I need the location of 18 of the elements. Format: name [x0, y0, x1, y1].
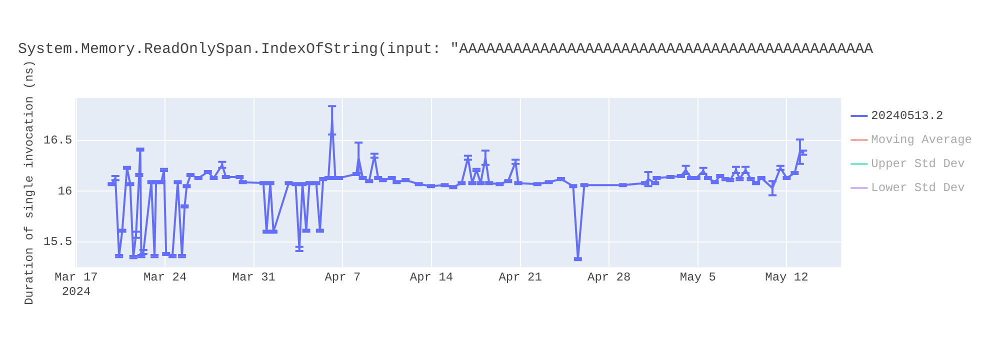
x-tick-label: May 12	[765, 270, 808, 285]
y-tick-label: 15.5	[43, 235, 72, 250]
x-tick-label: Apr 21	[498, 270, 542, 285]
x-tick-label: Mar 17 2024	[54, 270, 98, 299]
x-tick-label: Apr 28	[588, 270, 631, 285]
y-tick-label: 16.5	[43, 134, 72, 148]
x-tick-label: Mar 24	[143, 270, 187, 285]
legend-label: Upper Std Dev	[871, 157, 965, 172]
legend-label: Lower Std Dev	[871, 181, 965, 196]
x-tick-label: Apr 7	[324, 270, 361, 285]
x-tick-label: Apr 14	[410, 270, 454, 285]
chart-title: System.Memory.ReadOnlySpan.IndexOfString(input: "AAAAAAAAAAAAAAAAAAAAAAAAAAAAAAAAAAAAAAAAAAAAAA	[18, 40, 874, 58]
y-tick-label: 16	[58, 184, 72, 198]
legend-label: 20240513.2	[871, 109, 944, 124]
y-axis-title: Duration of single invocation (ns)	[22, 60, 36, 306]
x-tick-label: May 5	[680, 270, 716, 285]
legend-label: Moving Average	[871, 133, 972, 148]
x-tick-label: Mar 31	[232, 270, 276, 285]
